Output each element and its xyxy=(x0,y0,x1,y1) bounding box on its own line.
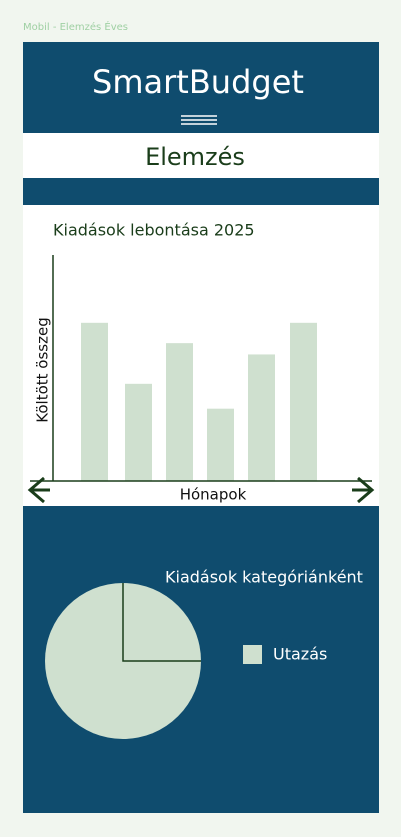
bar-chart-panel xyxy=(23,205,379,506)
divider xyxy=(23,178,379,205)
screen-label: Mobil - Elemzés Éves xyxy=(23,20,128,33)
arrow-right[interactable] xyxy=(352,476,375,504)
menu-button[interactable] xyxy=(181,115,217,125)
x-axis-label: Hónapok xyxy=(180,486,247,504)
legend-label: Utazás xyxy=(273,645,327,664)
section-bar xyxy=(23,133,379,178)
header xyxy=(23,42,379,133)
bar xyxy=(290,322,317,481)
bar xyxy=(81,322,108,481)
app-title: SmartBudget xyxy=(92,63,304,101)
pie-title: Kiadások kategóriánként xyxy=(165,568,363,587)
chart-title: Kiadások lebontása 2025 xyxy=(53,221,255,240)
bar xyxy=(248,354,275,481)
section-title: Elemzés xyxy=(145,143,245,171)
bar xyxy=(207,408,234,481)
pie-divider xyxy=(122,583,201,662)
y-axis-label: Költött összeg xyxy=(34,317,52,422)
bar xyxy=(166,343,193,481)
bar xyxy=(125,383,152,481)
arrow-left[interactable] xyxy=(27,476,50,504)
legend-swatch xyxy=(243,645,262,664)
